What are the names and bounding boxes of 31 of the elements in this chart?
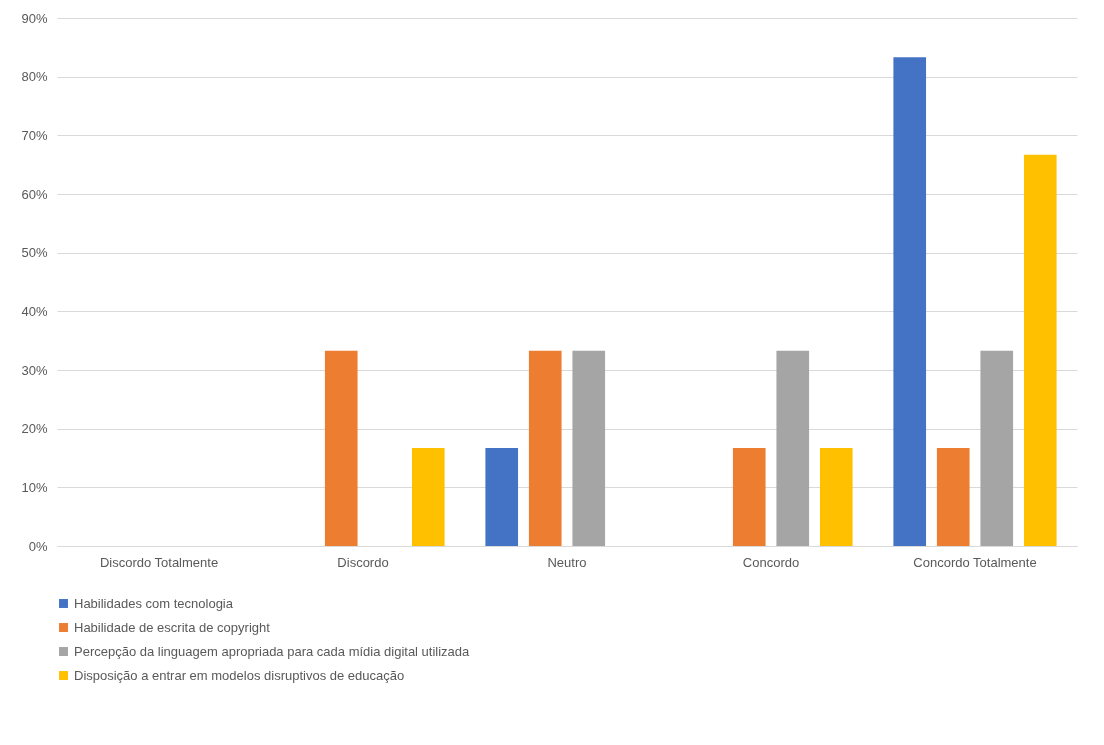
y-tick-label: 20% — [21, 421, 48, 437]
y-tick-label: 50% — [21, 245, 48, 261]
legend-label: Habilidade de escrita de copyright — [74, 619, 271, 635]
x-tick-label: Concordo Totalmente — [913, 554, 1037, 570]
legend-label: Disposição a entrar em modelos disruptivos de educação — [74, 667, 405, 683]
bar — [411, 448, 445, 546]
y-tick-label: 30% — [21, 362, 48, 378]
y-tick-label: 60% — [21, 186, 48, 202]
bar — [572, 350, 606, 546]
bar — [936, 448, 970, 546]
bar — [732, 448, 766, 546]
y-tick-label: 90% — [21, 10, 48, 26]
bar — [1023, 154, 1057, 546]
bar — [324, 350, 358, 546]
bar — [528, 350, 562, 546]
y-tick-label: 0% — [28, 538, 48, 554]
bar — [485, 448, 519, 546]
x-tick-label: Discordo Totalmente — [99, 554, 219, 570]
x-tick-label: Neutro — [547, 554, 587, 570]
y-tick-label: 40% — [21, 303, 48, 319]
bar — [819, 448, 853, 546]
bar — [893, 57, 927, 546]
x-tick-label: Concordo — [742, 554, 800, 570]
bar — [776, 350, 810, 546]
legend-label: Percepção da linguagem apropriada para cada mídia digital utilizada — [74, 643, 471, 659]
y-tick-label: 70% — [21, 127, 48, 143]
y-tick-label: 10% — [21, 479, 48, 495]
y-tick-label: 80% — [21, 69, 48, 85]
bar — [980, 350, 1014, 546]
legend-label: Habilidades com tecnologia — [74, 595, 234, 611]
x-tick-label: Discordo — [337, 554, 389, 570]
